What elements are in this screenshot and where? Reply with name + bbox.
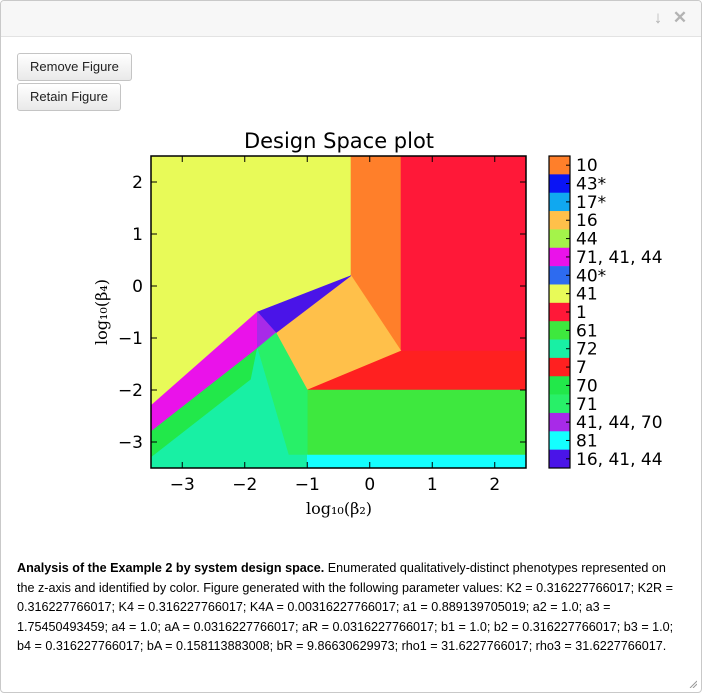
chart-title: Design Space plot bbox=[244, 129, 434, 153]
legend-swatch bbox=[549, 174, 570, 193]
y-tick-label: −1 bbox=[118, 329, 143, 349]
close-icon[interactable]: ✕ bbox=[672, 8, 688, 27]
legend-label: 40* bbox=[576, 266, 606, 286]
plot-regions bbox=[150, 155, 527, 469]
x-tick-label: −3 bbox=[170, 475, 195, 495]
legend-swatch bbox=[549, 394, 570, 414]
x-tick-label: 1 bbox=[427, 475, 438, 495]
x-tick-label: −2 bbox=[232, 475, 257, 495]
legend-label: 1 bbox=[576, 303, 587, 323]
caption-text: Enumerated qualitatively-distinct phenot… bbox=[17, 561, 674, 653]
legend-label: 70 bbox=[576, 376, 598, 396]
legend-label: 41, 44, 70 bbox=[576, 413, 663, 433]
y-axis: −3 −2 −1 0 1 2 bbox=[118, 173, 526, 453]
y-tick-label: 1 bbox=[132, 225, 143, 245]
x-axis: −3 −2 −1 0 1 2 bbox=[170, 156, 500, 495]
x-tick-label: 2 bbox=[489, 475, 500, 495]
y-tick-label: −3 bbox=[118, 433, 143, 453]
legend-swatch bbox=[549, 376, 570, 395]
legend-label: 71 bbox=[576, 395, 598, 415]
legend-label: 44 bbox=[576, 230, 598, 250]
legend-label: 81 bbox=[576, 431, 598, 451]
x-tick-label: −1 bbox=[295, 475, 320, 495]
legend-swatch bbox=[549, 284, 570, 304]
legend-label: 41 bbox=[576, 285, 598, 305]
y-tick-label: 0 bbox=[132, 277, 143, 297]
legend-label: 17* bbox=[576, 193, 606, 213]
resize-grip-icon[interactable] bbox=[689, 680, 697, 688]
legend-swatch bbox=[549, 192, 570, 212]
legend-label: 71, 41, 44 bbox=[576, 248, 663, 268]
arrow-down-icon[interactable]: ↓ bbox=[653, 8, 663, 27]
legend-label: 43* bbox=[576, 175, 606, 195]
legend-frame bbox=[548, 155, 571, 469]
figure-caption: Analysis of the Example 2 by system desi… bbox=[17, 559, 677, 657]
legend-label: 7 bbox=[576, 358, 587, 378]
y-axis-label: log₁₀(β₄) bbox=[92, 279, 111, 345]
legend-label: 61 bbox=[576, 321, 598, 341]
plot-frame bbox=[150, 155, 527, 469]
x-axis-label: log₁₀(β₂) bbox=[306, 499, 372, 518]
legend-swatch bbox=[549, 229, 570, 249]
retain-figure-button[interactable]: Retain Figure bbox=[17, 83, 122, 111]
window-titlebar: ↓ ✕ bbox=[1, 1, 701, 37]
region-61 bbox=[307, 389, 527, 456]
x-tick-label: 0 bbox=[364, 475, 375, 495]
caption-title: Analysis of the Example 2 by system desi… bbox=[17, 561, 325, 575]
region-1 bbox=[400, 155, 527, 352]
legend-swatch bbox=[549, 339, 570, 359]
legend-swatch bbox=[549, 357, 570, 377]
legend-label: 16 bbox=[576, 211, 598, 231]
y-tick-label: −2 bbox=[118, 381, 143, 401]
legend-swatch bbox=[549, 211, 570, 230]
legend-swatch bbox=[549, 412, 570, 432]
y-tick-label: 2 bbox=[132, 173, 143, 193]
legend-swatch bbox=[549, 156, 570, 175]
remove-figure-button[interactable]: Remove Figure bbox=[17, 53, 132, 81]
legend-swatch bbox=[549, 266, 570, 285]
legend-label: 16, 41, 44 bbox=[576, 450, 663, 470]
legend-label: 72 bbox=[576, 340, 598, 360]
region-81 bbox=[307, 454, 527, 469]
legend-swatch bbox=[549, 302, 570, 322]
legend-swatch bbox=[549, 449, 570, 469]
legend-swatch bbox=[549, 247, 570, 267]
design-space-plot: Design Space plot −3 −2 −1 0 1 2 −3 −2 −1 0 1 2 lo… bbox=[92, 129, 663, 518]
legend-label: 10 bbox=[576, 156, 598, 176]
legend-swatch bbox=[549, 321, 570, 340]
legend-swatch bbox=[549, 431, 570, 450]
